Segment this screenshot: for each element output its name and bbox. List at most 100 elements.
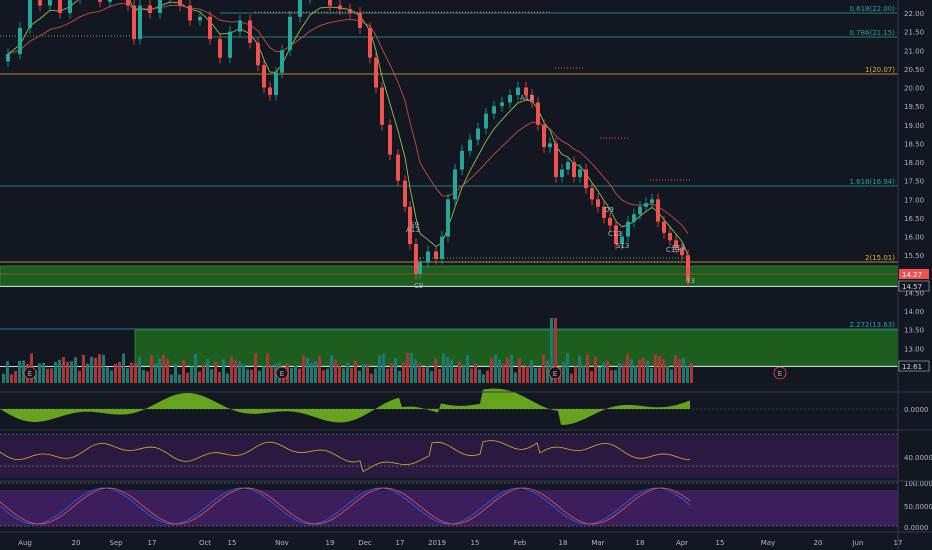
volume-bar [102, 354, 105, 383]
ema-fast-line [7, 0, 689, 256]
volume-bar [682, 357, 685, 383]
candle-up [508, 94, 512, 103]
volume-bar [394, 358, 397, 383]
volume-bar [358, 370, 361, 383]
volume-bar [422, 367, 425, 383]
candle-up [453, 169, 457, 200]
volume-bar [306, 357, 309, 383]
candle-up [68, 0, 72, 13]
volume-bar [530, 360, 533, 383]
volume-bar [478, 369, 481, 383]
macd-zero-label: 0.0000 [904, 406, 929, 414]
candle-down [434, 251, 438, 259]
candle-down [178, 0, 182, 6]
time-axis[interactable]: Aug 20 Sep 17 Oct 15 Nov 19 Dec 17 2019 15 Feb 18 Mar 1… [0, 531, 932, 547]
volume-bar [206, 358, 209, 383]
price-tick-label: 16.00 [904, 234, 924, 242]
time-tick-label: 19 [326, 539, 335, 547]
time-tick-label: Aug [18, 539, 32, 547]
zone-top-badge [898, 280, 930, 292]
candle-up [18, 27, 22, 54]
rsi-mid-label: 40.0000 [904, 454, 932, 462]
volume-bar [310, 362, 313, 383]
volume-bar [138, 356, 141, 383]
candle-up [138, 5, 142, 40]
candle-up [198, 16, 202, 21]
volume-bar [470, 368, 473, 383]
volume-bar [106, 367, 109, 383]
candle-down [262, 65, 266, 88]
candle-down [374, 57, 378, 88]
zone-top-text: 14.57 [902, 283, 922, 291]
price-tick-label: 15.50 [904, 252, 924, 260]
candle-up [446, 199, 450, 237]
volume-bar [566, 353, 569, 383]
time-tick-label: Sep [109, 539, 123, 547]
volume-bar [162, 354, 165, 383]
volume-bar [214, 361, 217, 383]
volume-bar [134, 362, 137, 383]
time-tick-label: 17 [894, 539, 903, 547]
price-tick-label: 21.00 [904, 47, 924, 55]
earnings-label: E [28, 370, 32, 378]
volume-bar [442, 353, 445, 383]
price-tick-label: 14.50 [904, 289, 924, 297]
volume-bar [110, 370, 113, 383]
volume-bar [610, 370, 613, 383]
volume-bar [46, 368, 49, 383]
volume-bar [638, 359, 641, 383]
earnings-marker [23, 366, 37, 380]
volume-bar [662, 359, 665, 383]
volume-bar [66, 361, 69, 383]
volume-bar [462, 364, 465, 383]
candle-down [148, 5, 152, 13]
candle-up [418, 262, 422, 274]
volume-bar [646, 360, 649, 383]
candle-up [476, 128, 480, 140]
volume-bar [342, 368, 345, 383]
volume-bar [58, 359, 61, 383]
volume-bar [50, 368, 53, 383]
volume-bar [38, 363, 41, 383]
volume-bar [502, 363, 505, 383]
volume-bar [534, 367, 537, 383]
candle-up [426, 251, 430, 263]
candle-down [132, 5, 136, 40]
volume-bar [370, 373, 373, 383]
volume-bar [158, 358, 161, 383]
td-annotation: C13 [666, 246, 680, 254]
volume-bar [34, 370, 37, 383]
volume-bar [90, 357, 93, 383]
volume-bar [626, 353, 629, 383]
fib-label: 2(15.01) [865, 254, 895, 262]
volume-bar [570, 373, 573, 383]
td-annotation: 13 [686, 277, 695, 285]
candle-down [328, 0, 332, 6]
volume-bar [574, 366, 577, 383]
current-price-text: 14.27 [902, 271, 922, 279]
candle-up [288, 16, 292, 51]
stoch-background [0, 490, 898, 526]
volume-bar [390, 363, 393, 383]
price-tick-label: 21.50 [904, 29, 924, 37]
candle-down [408, 206, 412, 245]
earnings-label: E [553, 370, 557, 378]
candle-up [548, 143, 552, 148]
volume-bar [498, 359, 501, 383]
volume-bar [302, 355, 305, 383]
volume-bar [366, 364, 369, 383]
support-zone-upper [0, 265, 899, 287]
candle-down [674, 240, 678, 248]
volume-bar [622, 363, 625, 383]
candle-up [298, 0, 302, 17]
candle-up [516, 87, 520, 95]
volume-bar [194, 353, 197, 383]
earnings-marker [275, 366, 289, 380]
candle-down [98, 0, 102, 2]
volume-bar [174, 363, 177, 383]
volume-bar [486, 370, 489, 383]
volume-bar [686, 365, 689, 383]
